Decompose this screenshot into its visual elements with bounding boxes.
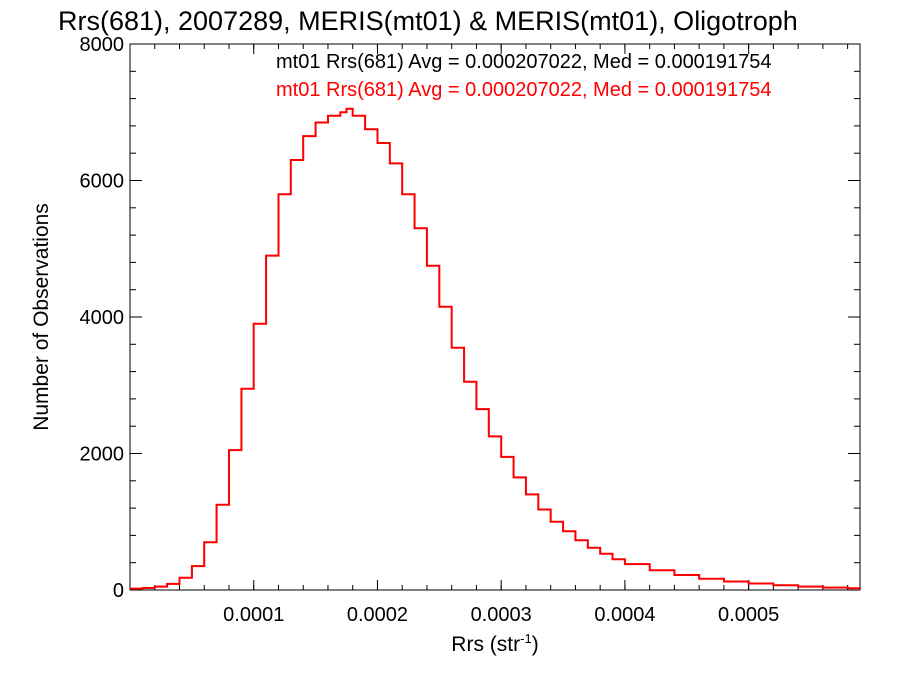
x-tick-label: 0.0004 — [594, 604, 655, 626]
x-tick-label: 0.0001 — [223, 604, 284, 626]
y-tick-label: 2000 — [80, 444, 125, 466]
y-axis: 0 2000 4000 6000 8000 — [80, 34, 860, 602]
series-line-red — [130, 107, 861, 590]
y-tick-label: 8000 — [80, 34, 125, 56]
legend-entry-black: mt01 Rrs(681) Avg = 0.000207022, Med = 0… — [276, 51, 772, 73]
x-axis: 0.0001 0.0002 0.0003 0.0004 0.0005 — [154, 44, 849, 626]
y-tick-label: 4000 — [80, 307, 125, 329]
x-tick-label: 0.0003 — [471, 604, 532, 626]
series-line-black — [130, 108, 861, 590]
legend-entry-red: mt01 Rrs(681) Avg = 0.000207022, Med = 0… — [276, 79, 772, 101]
x-tick-label: 0.0005 — [718, 604, 779, 626]
x-axis-label-superscript: -1 — [520, 631, 532, 646]
chart-title: Rrs(681), 2007289, MERIS(mt01) & MERIS(m… — [58, 6, 798, 36]
plot-frame — [129, 43, 861, 591]
series-layer — [130, 107, 861, 590]
y-axis-label: Number of Observations — [30, 203, 53, 431]
x-axis-label: Rrs (str-1) — [451, 631, 538, 656]
y-tick-label: 0 — [113, 580, 124, 602]
x-tick-label: 0.0002 — [347, 604, 408, 626]
y-tick-label: 6000 — [80, 171, 125, 193]
